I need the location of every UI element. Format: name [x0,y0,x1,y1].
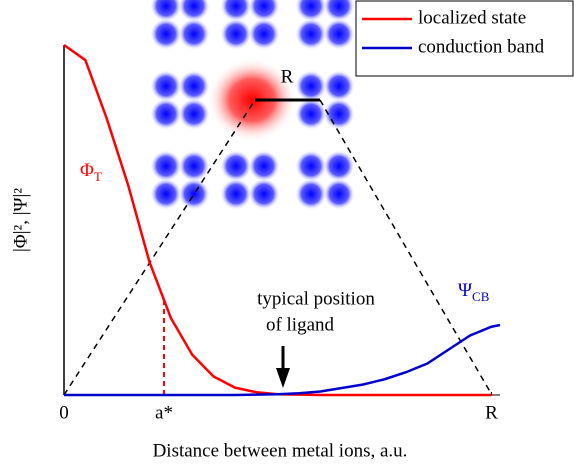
legend-label: conduction band [418,36,545,57]
lobe [323,70,355,102]
lobe [150,98,182,130]
inset-image [150,0,355,210]
lobe [178,0,210,22]
lobe [295,178,327,210]
lobe [248,150,280,182]
lobe [323,98,355,130]
y-axis-label: |Φ|², |Ψ|² [10,188,31,252]
x-tick-label: 0 [59,402,69,423]
x-axis-label: Distance between metal ions, a.u. [153,440,408,461]
lobe [323,18,355,50]
lobe [150,70,182,102]
lobe [220,0,252,22]
x-tick-label: a* [155,402,173,423]
lobe [150,0,182,22]
lobe [150,150,182,182]
lobe [220,178,252,210]
cone-line [319,99,493,396]
lobe [178,18,210,50]
lobe [323,150,355,182]
lobe [295,0,327,22]
legend [355,0,574,77]
cone-line [63,99,256,396]
legend-label: localized state [418,7,526,28]
ligand-label: typical position [257,288,375,309]
lobe [178,70,210,102]
x-tick-label: R [485,402,498,423]
series-line [64,323,501,397]
phi-label: ΦT [80,160,102,184]
psi-label: ΨCB [458,280,490,304]
lobe [295,150,327,182]
lobe [220,18,252,50]
lobe [323,0,355,22]
phi-text: Φ [80,160,94,181]
lobe [178,178,210,210]
lobe [295,98,327,130]
lobe [178,98,210,130]
phi-sub: T [94,169,102,184]
psi-sub: CB [472,289,490,304]
psi-text: Ψ [458,280,472,301]
lobe [323,178,355,210]
ligand-arrowhead [276,368,290,388]
ligand-label: of ligand [266,314,335,335]
inset-label: R [281,66,294,87]
lobe [248,0,280,22]
lobe [295,70,327,102]
lobe [150,178,182,210]
lobe [220,150,252,182]
localized-blob [207,58,297,142]
lobe [248,18,280,50]
lobe [248,178,280,210]
lobe [178,150,210,182]
series-line [63,43,492,397]
lobe [150,18,182,50]
lobe [295,18,327,50]
